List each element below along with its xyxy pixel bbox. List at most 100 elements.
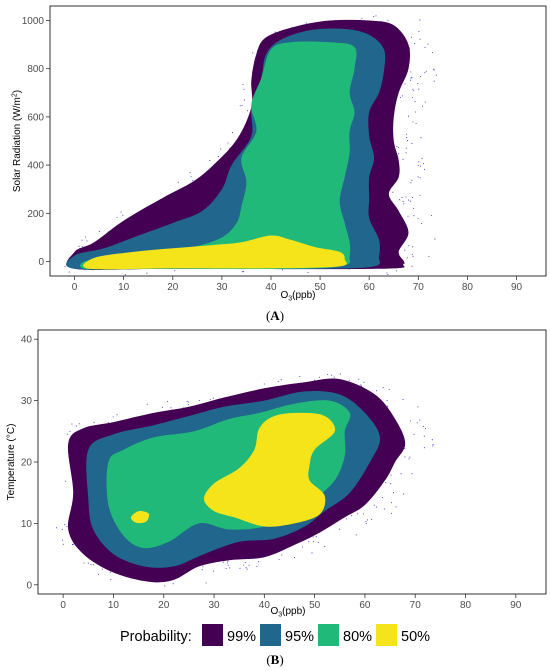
- panel-a-frame: [49, 5, 547, 277]
- data-point: [423, 435, 425, 437]
- contour-50pct-3: [83, 235, 347, 270]
- data-point: [415, 122, 417, 125]
- data-point: [227, 564, 229, 566]
- legend-swatch-99pct: [202, 624, 223, 646]
- data-point: [390, 474, 392, 476]
- data-point: [400, 473, 402, 475]
- data-point: [242, 564, 244, 566]
- x-tick-label: 60: [359, 600, 371, 611]
- data-point: [75, 425, 77, 427]
- data-point: [97, 573, 100, 575]
- data-point: [373, 15, 375, 18]
- data-point: [435, 74, 437, 76]
- data-point: [146, 272, 148, 274]
- data-point: [422, 105, 424, 107]
- data-point: [307, 271, 309, 273]
- data-point: [263, 383, 265, 385]
- data-point: [362, 513, 365, 515]
- data-point: [64, 524, 66, 526]
- panel-a: 0 10 20 30 40 50 60 70 80 90 0 200 400 600 800 1000 O3(…: [12, 5, 547, 323]
- data-point: [358, 378, 360, 380]
- data-point: [409, 200, 411, 202]
- data-point: [420, 137, 422, 139]
- data-point: [212, 570, 214, 572]
- data-point: [407, 115, 410, 117]
- data-point: [417, 406, 419, 408]
- data-point: [392, 492, 395, 494]
- data-point: [412, 246, 414, 248]
- data-point: [396, 270, 398, 272]
- data-point: [61, 528, 63, 530]
- data-point: [403, 203, 405, 205]
- x-tick-label: 40: [265, 282, 277, 293]
- data-point: [401, 95, 403, 97]
- data-point: [410, 420, 412, 422]
- data-point: [406, 137, 408, 139]
- data-point: [413, 89, 415, 92]
- data-point: [366, 519, 368, 521]
- data-point: [98, 231, 100, 233]
- data-point: [217, 156, 220, 158]
- data-point: [222, 561, 224, 563]
- data-point: [116, 414, 118, 416]
- data-point: [318, 376, 320, 378]
- data-point: [417, 217, 419, 219]
- data-point: [55, 527, 58, 529]
- data-point: [110, 578, 112, 581]
- data-point: [419, 19, 421, 21]
- data-point: [431, 51, 433, 54]
- data-point: [402, 201, 404, 203]
- data-point: [419, 419, 421, 421]
- data-point: [93, 421, 95, 423]
- data-point: [244, 561, 246, 564]
- data-point: [423, 447, 425, 449]
- data-point: [87, 562, 89, 564]
- data-point: [413, 215, 415, 217]
- data-point: [109, 571, 111, 573]
- data-point: [386, 272, 388, 274]
- data-point: [312, 541, 314, 543]
- x-tick-label: 90: [510, 600, 522, 611]
- data-point: [293, 557, 296, 559]
- x-tick-label: 90: [511, 282, 523, 293]
- data-point: [315, 536, 317, 538]
- data-point: [365, 522, 367, 525]
- data-point: [385, 482, 387, 484]
- data-point: [177, 181, 179, 183]
- data-point: [305, 22, 307, 24]
- data-point: [387, 273, 389, 276]
- data-point: [81, 239, 83, 241]
- data-point: [69, 430, 71, 432]
- data-point: [198, 399, 200, 401]
- legend-title: Probability:: [120, 629, 192, 645]
- data-point: [101, 568, 103, 570]
- data-point: [410, 77, 412, 79]
- data-point: [324, 546, 326, 548]
- data-point: [227, 560, 229, 562]
- data-point: [241, 104, 243, 107]
- data-point: [248, 564, 250, 566]
- y-tick-label: 600: [27, 112, 44, 123]
- data-point: [409, 456, 411, 458]
- data-point: [190, 176, 192, 178]
- data-point: [84, 236, 87, 238]
- x-tick-label: 50: [309, 600, 321, 611]
- data-point: [252, 52, 254, 54]
- data-point: [404, 456, 406, 458]
- data-point: [419, 75, 422, 78]
- data-point: [314, 379, 316, 381]
- data-point: [424, 101, 426, 103]
- data-point: [376, 390, 378, 392]
- data-point: [245, 567, 247, 569]
- y-tick-label: 40: [21, 335, 33, 346]
- contour-50pct-4: [130, 510, 150, 524]
- data-point: [373, 504, 375, 506]
- data-point: [280, 379, 282, 381]
- panel-a-label: (A): [266, 308, 284, 323]
- data-point: [408, 199, 410, 201]
- data-point: [299, 375, 301, 378]
- data-point: [242, 83, 244, 85]
- data-point: [390, 483, 392, 485]
- data-point: [209, 160, 211, 162]
- data-point: [201, 569, 203, 571]
